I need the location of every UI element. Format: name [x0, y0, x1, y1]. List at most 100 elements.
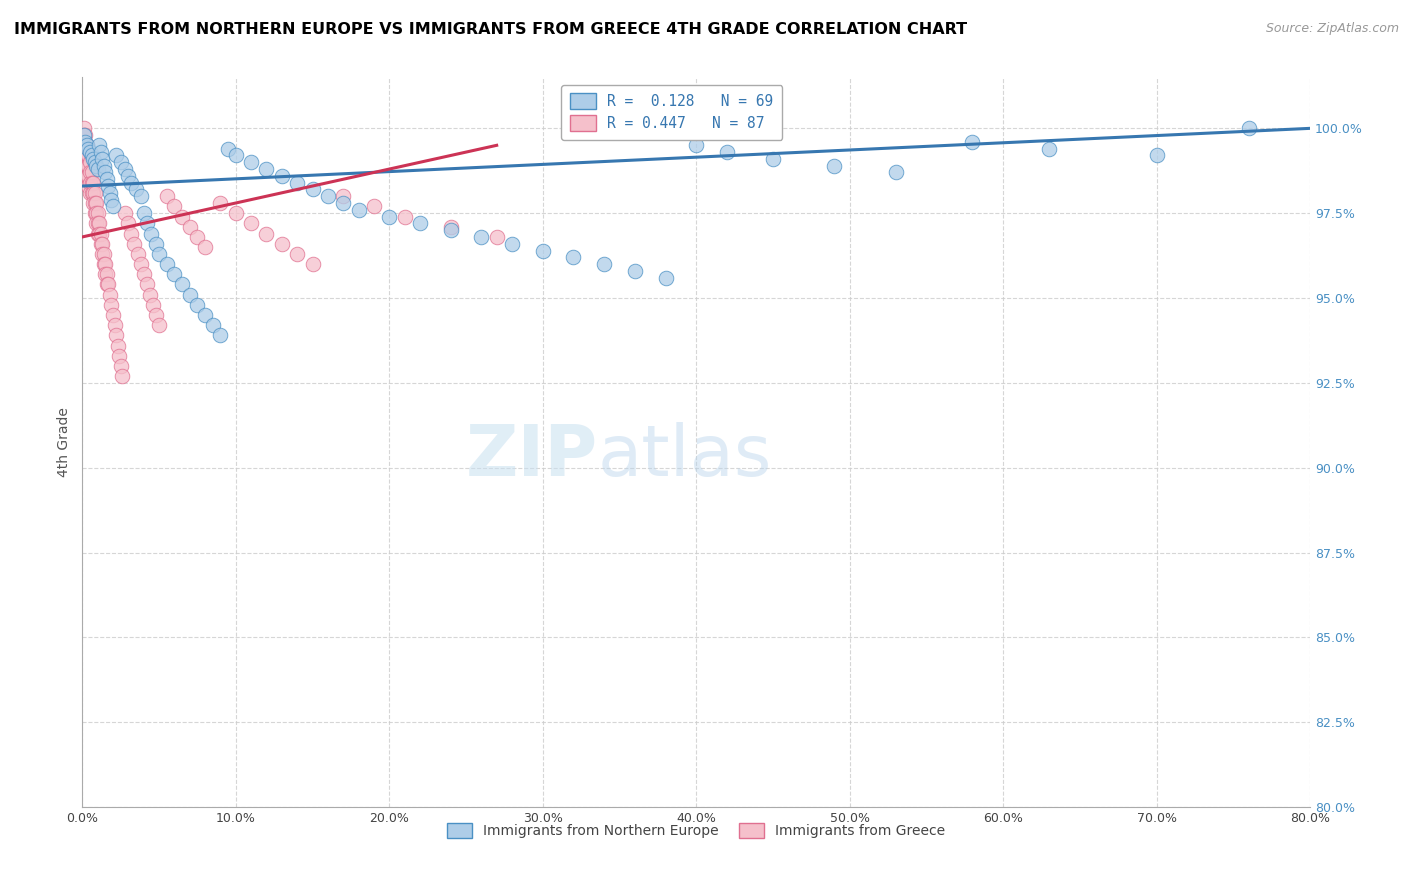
- Point: [270, 236, 292, 251]
- Point: [97, 277, 120, 292]
- Point: [179, 219, 201, 234]
- Point: [685, 138, 707, 153]
- Point: [76, 148, 98, 162]
- Point: [101, 308, 124, 322]
- Point: [1146, 148, 1168, 162]
- Point: [94, 267, 117, 281]
- Point: [91, 236, 114, 251]
- Point: [86, 162, 108, 177]
- Point: [90, 236, 112, 251]
- Point: [75, 155, 97, 169]
- Point: [301, 257, 323, 271]
- Point: [77, 169, 100, 183]
- Point: [125, 182, 148, 196]
- Point: [120, 176, 142, 190]
- Point: [129, 257, 152, 271]
- Point: [105, 148, 128, 162]
- Point: [124, 236, 146, 251]
- Point: [77, 159, 100, 173]
- Point: [82, 152, 104, 166]
- Point: [316, 189, 339, 203]
- Point: [194, 240, 217, 254]
- Point: [301, 182, 323, 196]
- Point: [1038, 142, 1060, 156]
- Point: [79, 155, 101, 169]
- Point: [82, 196, 104, 211]
- Point: [76, 138, 98, 153]
- Point: [84, 206, 107, 220]
- Point: [624, 264, 647, 278]
- Point: [139, 287, 162, 301]
- Point: [97, 179, 120, 194]
- Point: [225, 206, 247, 220]
- Point: [129, 189, 152, 203]
- Point: [135, 216, 157, 230]
- Point: [89, 227, 111, 241]
- Point: [98, 287, 121, 301]
- Point: [91, 152, 114, 166]
- Point: [141, 227, 163, 241]
- Point: [363, 199, 385, 213]
- Point: [83, 206, 105, 220]
- Point: [501, 236, 523, 251]
- Point: [76, 138, 98, 153]
- Point: [117, 169, 139, 183]
- Point: [86, 206, 108, 220]
- Point: [73, 128, 96, 142]
- Point: [145, 236, 167, 251]
- Point: [225, 148, 247, 162]
- Point: [440, 223, 463, 237]
- Point: [93, 159, 115, 173]
- Point: [105, 328, 128, 343]
- Point: [186, 298, 208, 312]
- Point: [179, 287, 201, 301]
- Text: IMMIGRANTS FROM NORTHERN EUROPE VS IMMIGRANTS FROM GREECE 4TH GRADE CORRELATION : IMMIGRANTS FROM NORTHERN EUROPE VS IMMIG…: [14, 22, 967, 37]
- Point: [91, 247, 114, 261]
- Point: [107, 338, 129, 352]
- Point: [84, 196, 107, 211]
- Point: [76, 169, 98, 183]
- Point: [93, 247, 115, 261]
- Point: [89, 216, 111, 230]
- Point: [83, 186, 105, 200]
- Point: [73, 138, 96, 153]
- Point: [80, 165, 103, 179]
- Point: [114, 162, 136, 177]
- Point: [90, 227, 112, 241]
- Point: [73, 121, 96, 136]
- Point: [332, 189, 354, 203]
- Point: [163, 267, 186, 281]
- Point: [240, 155, 263, 169]
- Legend: Immigrants from Northern Europe, Immigrants from Greece: Immigrants from Northern Europe, Immigra…: [441, 818, 952, 844]
- Point: [217, 142, 239, 156]
- Point: [485, 230, 508, 244]
- Point: [80, 186, 103, 200]
- Point: [79, 186, 101, 200]
- Text: atlas: atlas: [598, 422, 772, 491]
- Point: [170, 277, 193, 292]
- Point: [194, 308, 217, 322]
- Point: [127, 247, 149, 261]
- Point: [82, 186, 104, 200]
- Point: [75, 148, 97, 162]
- Point: [108, 349, 131, 363]
- Point: [89, 138, 111, 153]
- Point: [1237, 121, 1260, 136]
- Point: [285, 247, 308, 261]
- Point: [77, 142, 100, 156]
- Point: [209, 196, 232, 211]
- Point: [186, 230, 208, 244]
- Point: [96, 277, 118, 292]
- Point: [285, 176, 308, 190]
- Point: [132, 206, 155, 220]
- Point: [332, 196, 354, 211]
- Point: [132, 267, 155, 281]
- Point: [884, 165, 907, 179]
- Point: [120, 227, 142, 241]
- Point: [409, 216, 432, 230]
- Point: [170, 210, 193, 224]
- Point: [270, 169, 292, 183]
- Point: [593, 257, 616, 271]
- Point: [75, 135, 97, 149]
- Point: [201, 318, 224, 333]
